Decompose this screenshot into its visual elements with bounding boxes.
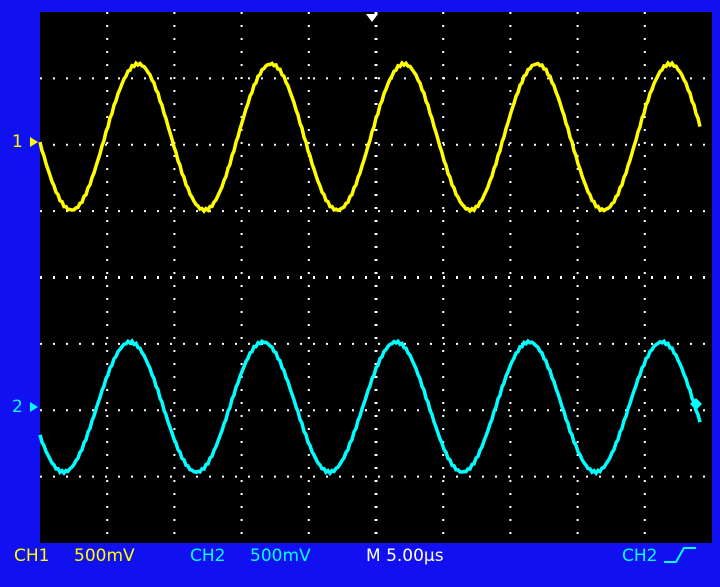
channel-2-wave (38, 338, 702, 477)
channel-1-wave (38, 60, 702, 214)
trigger-position-marker (366, 14, 378, 22)
channel-1-arrow (30, 137, 38, 147)
ch2-label: CH2 (190, 546, 225, 566)
trigger-slope-icon (664, 547, 696, 563)
trigger-source: CH2 (622, 546, 657, 566)
trigger-level-marker (690, 398, 702, 410)
channel-2-arrow (30, 402, 38, 412)
timebase: M 5.00µs (366, 546, 444, 566)
ch1-scale: 500mV (74, 546, 135, 566)
waveforms (38, 60, 702, 477)
ch2-scale: 500mV (250, 546, 311, 566)
channel-2-marker: 2 (12, 397, 23, 417)
ch1-label: CH1 (14, 546, 49, 566)
channel-1-marker: 1 (12, 132, 23, 152)
